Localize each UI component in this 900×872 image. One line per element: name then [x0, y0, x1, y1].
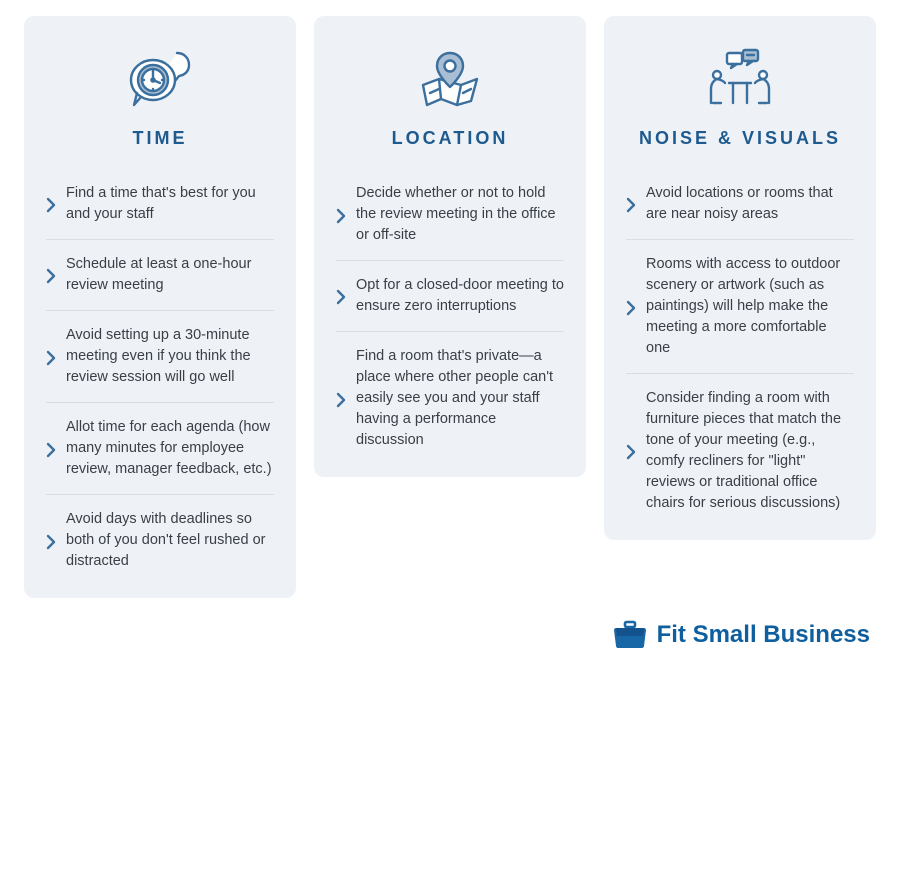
item-text: Opt for a closed-door meeting to ensure …	[356, 275, 564, 317]
chevron-right-icon	[46, 534, 56, 550]
logo-text: Fit Small Business	[657, 621, 870, 649]
item-text: Schedule at least a one-hour review meet…	[66, 254, 274, 296]
card-noise: NOISE & VISUALS Avoid locations or rooms…	[604, 16, 876, 540]
item-text: Find a time that's best for you and your…	[66, 183, 274, 225]
chevron-right-icon	[336, 208, 346, 224]
chevron-right-icon	[46, 268, 56, 284]
item-text: Rooms with access to outdoor scenery or …	[646, 254, 854, 359]
chevron-right-icon	[626, 197, 636, 213]
card-time: TIME Find a time that's best for you and…	[24, 16, 296, 598]
list-item: Schedule at least a one-hour review meet…	[46, 239, 274, 310]
list-item: Decide whether or not to hold the review…	[336, 183, 564, 260]
meeting-icon	[626, 46, 854, 110]
list-item: Find a room that's private—a place where…	[336, 331, 564, 451]
clock-chat-icon	[46, 46, 274, 110]
list-item: Avoid locations or rooms that are near n…	[626, 183, 854, 239]
chevron-right-icon	[626, 444, 636, 460]
card-title-time: TIME	[46, 128, 274, 149]
item-text: Avoid days with deadlines so both of you…	[66, 509, 274, 572]
briefcase-icon	[613, 620, 647, 650]
card-title-location: LOCATION	[336, 128, 564, 149]
card-title-noise: NOISE & VISUALS	[626, 128, 854, 149]
card-location: LOCATION Decide whether or not to hold t…	[314, 16, 586, 477]
list-item: Rooms with access to outdoor scenery or …	[626, 239, 854, 373]
items-location: Decide whether or not to hold the review…	[336, 183, 564, 451]
item-text: Allot time for each agenda (how many min…	[66, 417, 274, 480]
chevron-right-icon	[336, 392, 346, 408]
list-item: Opt for a closed-door meeting to ensure …	[336, 260, 564, 331]
map-pin-icon	[336, 46, 564, 110]
list-item: Consider finding a room with furniture p…	[626, 373, 854, 514]
list-item: Avoid setting up a 30-minute meeting eve…	[46, 310, 274, 402]
list-item: Find a time that's best for you and your…	[46, 183, 274, 239]
items-time: Find a time that's best for you and your…	[46, 183, 274, 572]
chevron-right-icon	[336, 289, 346, 305]
item-text: Decide whether or not to hold the review…	[356, 183, 564, 246]
chevron-right-icon	[626, 300, 636, 316]
item-text: Consider finding a room with furniture p…	[646, 388, 854, 514]
footer-logo: Fit Small Business	[24, 620, 876, 650]
cards-row: TIME Find a time that's best for you and…	[24, 16, 876, 598]
chevron-right-icon	[46, 350, 56, 366]
list-item: Allot time for each agenda (how many min…	[46, 402, 274, 494]
item-text: Avoid setting up a 30-minute meeting eve…	[66, 325, 274, 388]
items-noise: Avoid locations or rooms that are near n…	[626, 183, 854, 514]
list-item: Avoid days with deadlines so both of you…	[46, 494, 274, 572]
item-text: Avoid locations or rooms that are near n…	[646, 183, 854, 225]
chevron-right-icon	[46, 197, 56, 213]
chevron-right-icon	[46, 442, 56, 458]
item-text: Find a room that's private—a place where…	[356, 346, 564, 451]
